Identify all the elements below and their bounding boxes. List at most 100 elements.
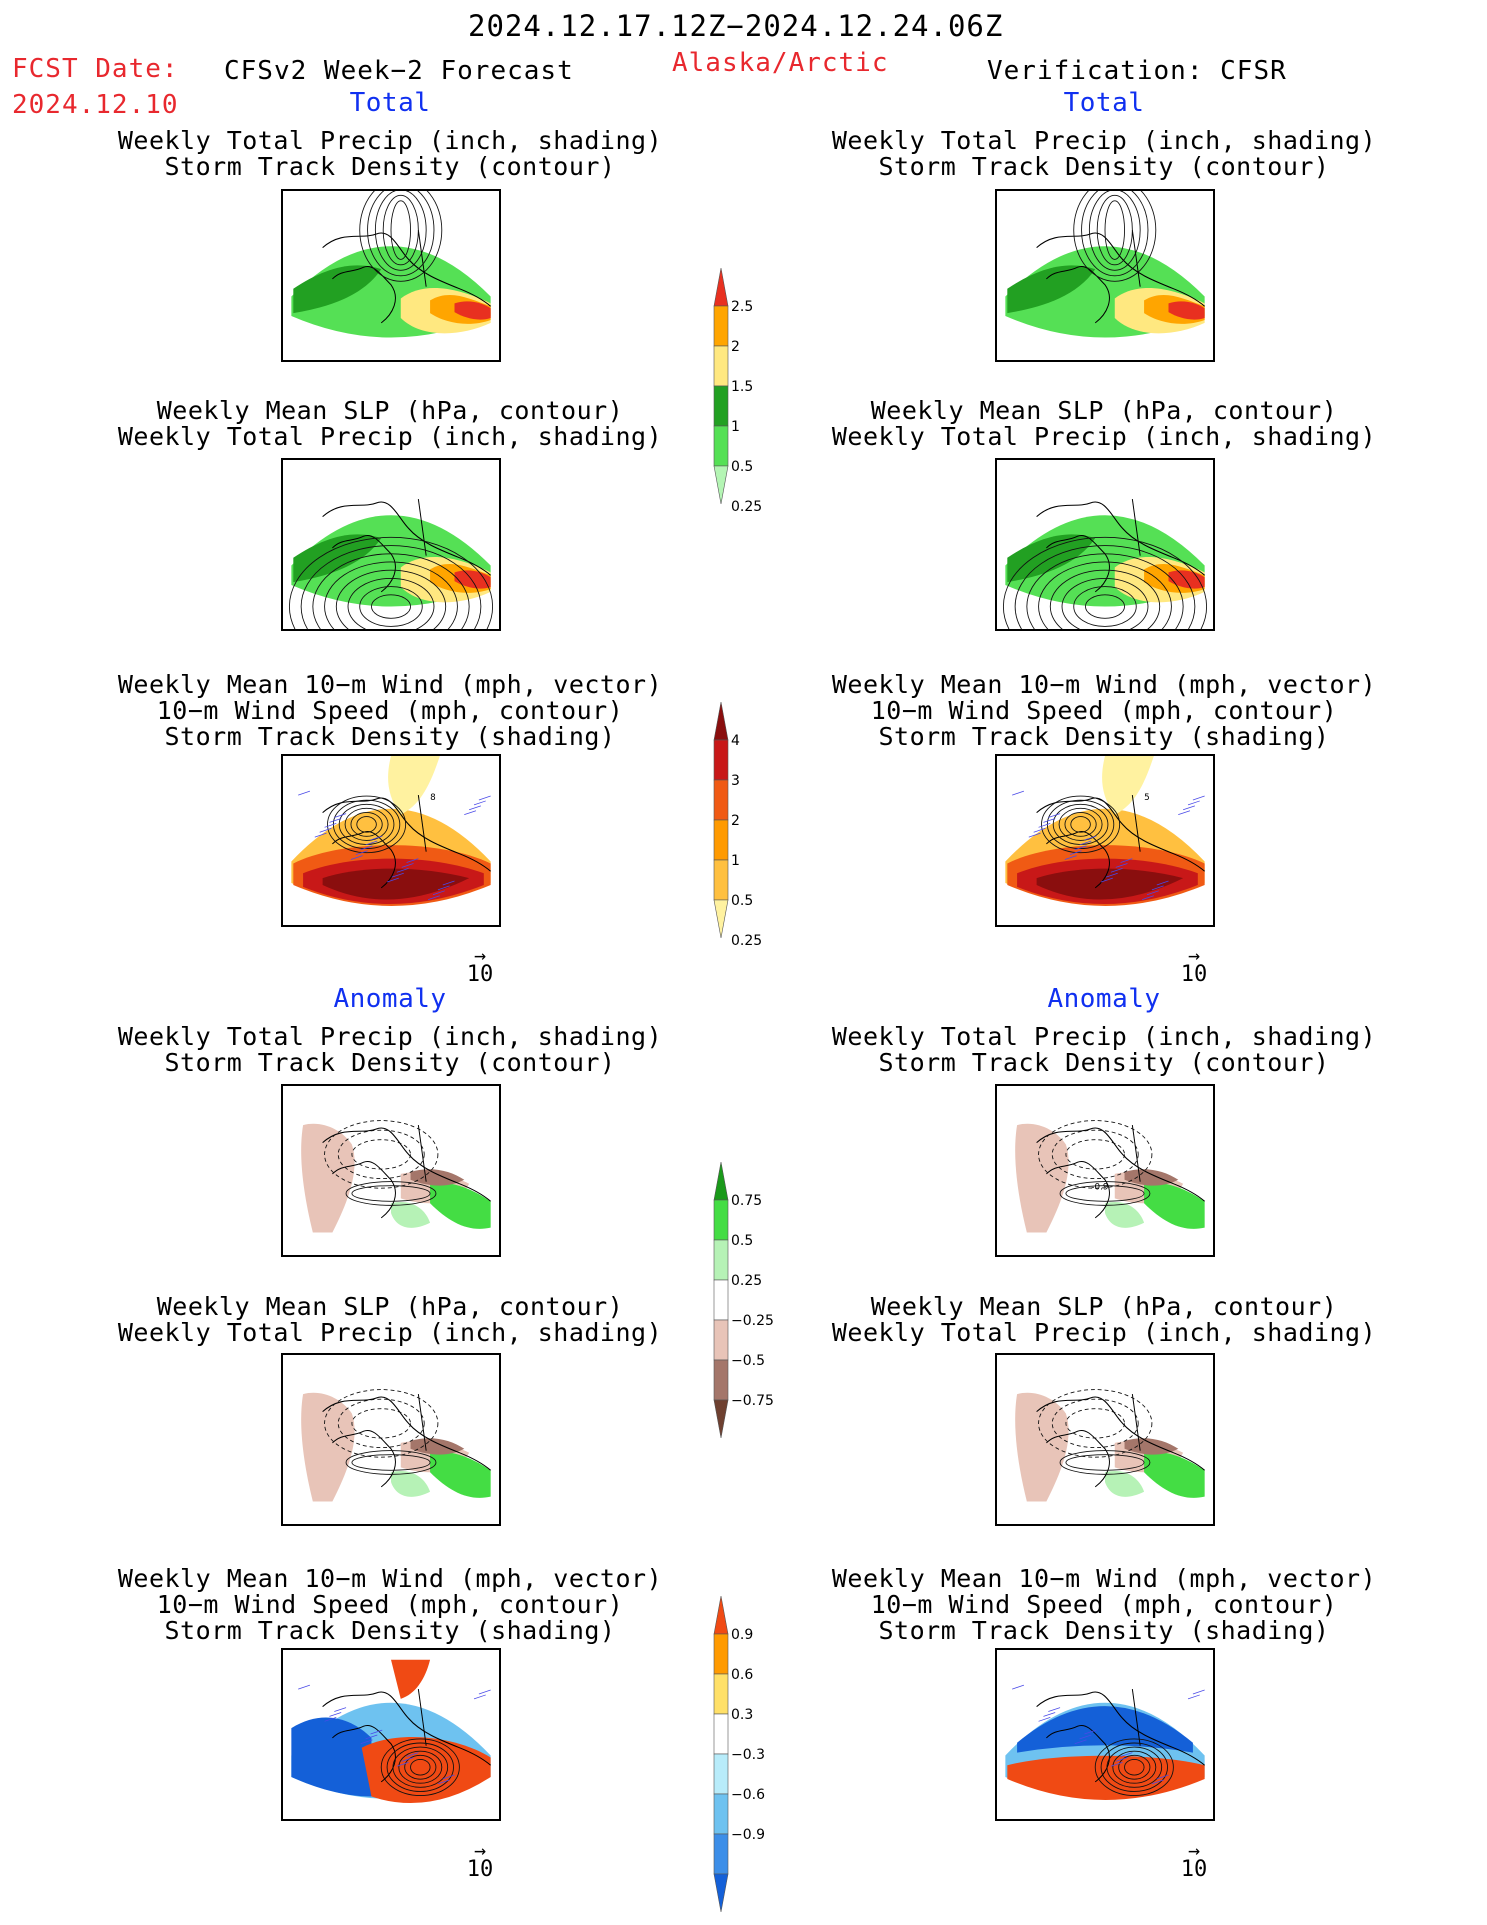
colorbar-swatch bbox=[713, 1199, 729, 1241]
section-total-left: Total bbox=[349, 88, 431, 118]
vector-reference: → 10 bbox=[1164, 1840, 1224, 1882]
contour-line bbox=[347, 577, 435, 629]
wind-vector bbox=[334, 1707, 347, 1712]
wind-vector bbox=[365, 1734, 378, 1740]
colorbar-swatch bbox=[713, 1713, 729, 1755]
colorbar-tick-label: 2 bbox=[731, 339, 740, 355]
panel-title-line: Weekly Mean 10−m Wind (mph, vector) bbox=[831, 1564, 1377, 1593]
wind-vector bbox=[370, 1729, 383, 1735]
vector-reference: → 10 bbox=[450, 945, 510, 987]
contour-line bbox=[1065, 1139, 1125, 1170]
wind-vector bbox=[1084, 1729, 1097, 1735]
contour-line bbox=[1061, 577, 1149, 629]
contour-line bbox=[1002, 536, 1208, 629]
wind-vector bbox=[1038, 823, 1051, 828]
contour-label: 5 bbox=[1144, 793, 1150, 803]
coastline bbox=[1036, 501, 1205, 576]
contour-line bbox=[1026, 553, 1184, 629]
panel-title-line: Weekly Mean 10−m Wind (mph, vector) bbox=[117, 670, 663, 699]
contour-line bbox=[356, 816, 377, 833]
colorbar-tick-label: 0.25 bbox=[731, 933, 762, 949]
map-panel-fcst-anom-slp bbox=[281, 1353, 501, 1526]
colorbar-svg: 4 3 2 1 0.5 0.25 bbox=[713, 701, 762, 949]
colorbar-swatch bbox=[713, 1873, 729, 1913]
vector-reference: → 10 bbox=[1164, 945, 1224, 987]
wind-vector bbox=[437, 885, 450, 891]
panel-title-line: Storm Track Density (shading) bbox=[878, 722, 1330, 751]
contour-line bbox=[351, 1185, 431, 1202]
border-line bbox=[417, 499, 427, 556]
contour-line bbox=[371, 594, 411, 619]
contour-line bbox=[350, 812, 383, 837]
coastline bbox=[332, 534, 396, 593]
coastline bbox=[332, 1724, 396, 1783]
wind-vector bbox=[298, 790, 311, 796]
coastline bbox=[322, 1691, 491, 1766]
wind-vector bbox=[1178, 810, 1191, 815]
wind-vector bbox=[437, 1779, 450, 1785]
coastline bbox=[322, 501, 491, 576]
panel-title-line: 10−m Wind Speed (mph, contour) bbox=[156, 1590, 624, 1619]
panel-title-line: Weekly Total Precip (inch, shading) bbox=[117, 422, 663, 451]
colorbar-swatch bbox=[713, 345, 729, 387]
colorbar-tick-label: 1 bbox=[731, 419, 740, 435]
wind-vector bbox=[1156, 880, 1169, 886]
panel-title-line: Storm Track Density (shading) bbox=[164, 1616, 616, 1645]
coastline bbox=[332, 1160, 396, 1219]
contour-label: -0.9 bbox=[1091, 1183, 1108, 1193]
wind-vector bbox=[329, 818, 342, 823]
colorbar-swatch bbox=[713, 1319, 729, 1361]
panel-title-line: Storm Track Density (shading) bbox=[164, 722, 616, 751]
contour-line bbox=[359, 191, 443, 282]
wind-vector bbox=[1110, 867, 1123, 873]
contour-line bbox=[345, 1450, 437, 1475]
panel-title-line: Weekly Mean SLP (hPa, contour) bbox=[156, 1292, 624, 1321]
contour-line bbox=[1085, 594, 1125, 619]
contour-line bbox=[335, 569, 447, 629]
coastline bbox=[1046, 1429, 1110, 1488]
panel-title-line: Weekly Mean 10−m Wind (mph, vector) bbox=[831, 670, 1377, 699]
wind-vector bbox=[1120, 858, 1133, 863]
wind-vector bbox=[324, 823, 337, 828]
coastline bbox=[1046, 265, 1110, 324]
contour-line bbox=[345, 1181, 437, 1206]
contour-label: 8 bbox=[430, 793, 436, 803]
colorbar-swatch bbox=[713, 1399, 729, 1439]
map-svg bbox=[301, 1120, 491, 1233]
border-line bbox=[1131, 795, 1141, 852]
wind-vector bbox=[469, 805, 481, 811]
contour-line bbox=[1094, 1738, 1174, 1796]
contour-line bbox=[398, 1750, 443, 1784]
colorbar-swatch bbox=[713, 267, 729, 307]
contour-line bbox=[1058, 807, 1103, 841]
fcst-date-label: FCST Date: bbox=[12, 54, 179, 84]
contour-line bbox=[351, 1408, 411, 1439]
colorbar-tick-label: 0.5 bbox=[731, 459, 753, 475]
contour-line bbox=[351, 1139, 411, 1170]
border-line bbox=[1131, 230, 1141, 287]
vector-reference-value: 10 bbox=[466, 1857, 494, 1882]
wind-vector bbox=[1146, 890, 1159, 896]
wind-vector bbox=[427, 895, 440, 900]
panel-title-line: Weekly Total Precip (inch, shading) bbox=[831, 126, 1377, 155]
colorbar-tick-label: −0.25 bbox=[731, 1313, 774, 1329]
contour-line bbox=[367, 191, 435, 277]
vector-reference: → 10 bbox=[450, 1840, 510, 1882]
coastline bbox=[1036, 1691, 1205, 1766]
panel-title-line: 10−m Wind Speed (mph, contour) bbox=[870, 1590, 1338, 1619]
vector-reference-value: 10 bbox=[1180, 1857, 1208, 1882]
wind-vector bbox=[355, 850, 368, 856]
contour-line bbox=[404, 1754, 437, 1780]
map-panel-verif-anom-precip: -0.9 bbox=[995, 1084, 1215, 1257]
colorbar-tick-label: −0.5 bbox=[731, 1353, 765, 1369]
wind-vector bbox=[1048, 1707, 1061, 1712]
coastline bbox=[332, 830, 396, 889]
colorbar-swatch bbox=[713, 1753, 729, 1795]
model-title: CFSv2 Week−2 Forecast bbox=[224, 56, 574, 86]
contour-line bbox=[1081, 191, 1149, 277]
colorbar-swatch bbox=[713, 701, 729, 741]
contour-line bbox=[288, 536, 494, 629]
contour-line bbox=[351, 1454, 431, 1471]
map-svg bbox=[288, 479, 494, 629]
colorbar-tick-label: 2 bbox=[731, 813, 740, 829]
